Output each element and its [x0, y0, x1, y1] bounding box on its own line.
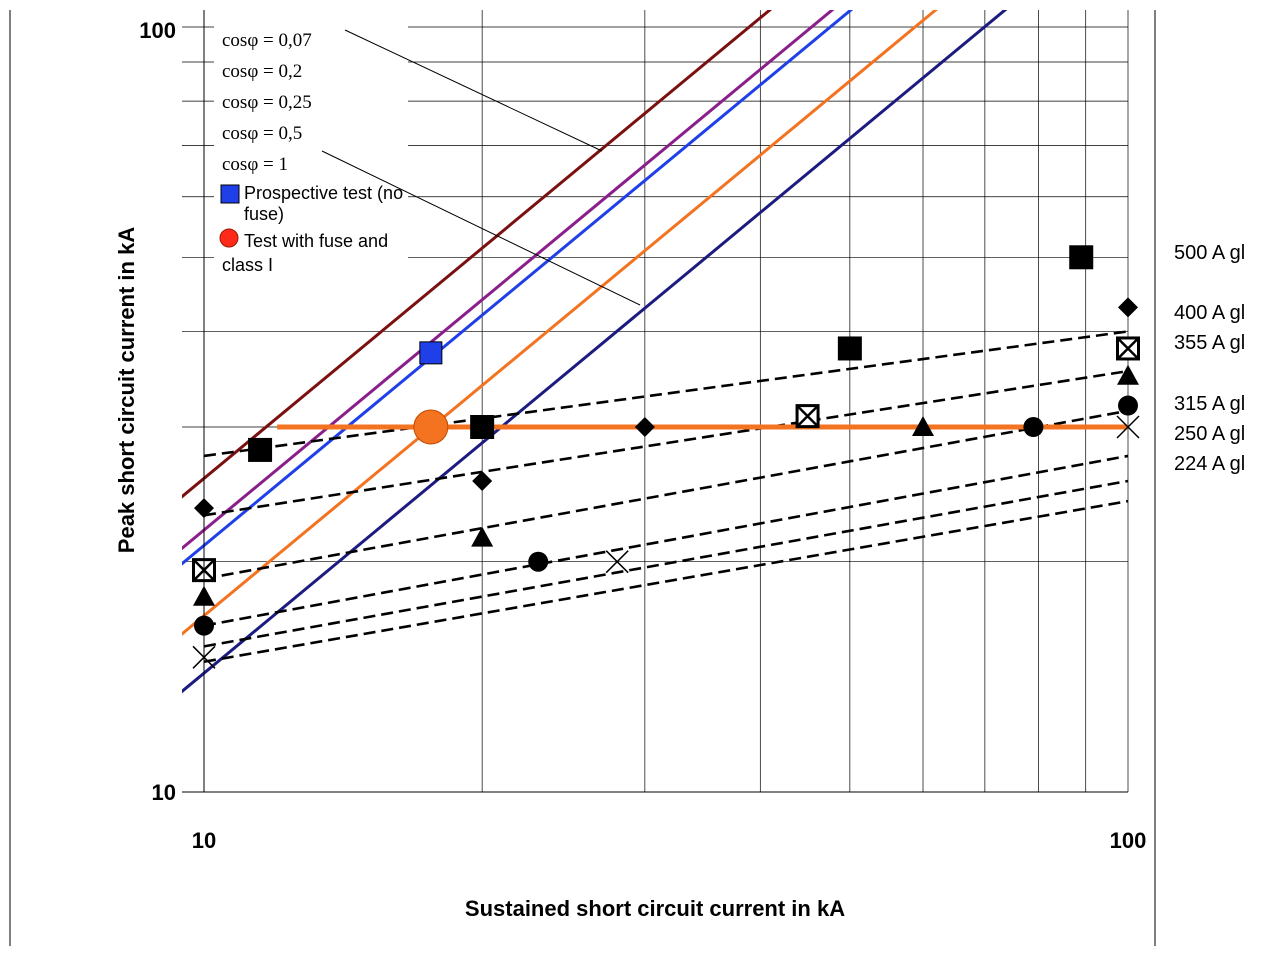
diamond-marker [1118, 297, 1138, 318]
pf-curve-3 [182, 10, 938, 636]
fuse-test-point [413, 409, 449, 445]
legend-cos-02: cosφ = 0,2 [222, 61, 302, 82]
fuse-line-5 [203, 499, 1129, 664]
legend-cos-1: cosφ = 1 [222, 154, 288, 175]
x-tick-left: 10 [192, 828, 216, 853]
legend-cos-007: cosφ = 0,07 [222, 30, 312, 51]
legend-background [214, 16, 408, 298]
legend-prospective-label: Prospective test (no fuse) [244, 183, 404, 224]
pf-curve-0 [182, 10, 773, 499]
diamond-marker [634, 417, 655, 438]
markers [192, 245, 1140, 669]
fuse-line-3 [203, 454, 1129, 627]
legend-prospective-box: Prospective test (no fuse) [244, 183, 404, 224]
triangle-marker [1117, 364, 1139, 385]
pf-curve-4 [182, 10, 1008, 694]
fuse-lines [203, 330, 1129, 664]
boxed-x-cross [797, 406, 818, 426]
legend-fuse-test-label: Test with fuse and class I [222, 231, 389, 275]
y-axis-label: Peak short circuit current in kA [114, 227, 139, 554]
axes [182, 10, 1128, 793]
fuse-line-4 [203, 479, 1129, 648]
fuse-line-2 [203, 409, 1129, 581]
x-axis-label: Sustained short circuit current in kA [465, 896, 845, 921]
legend-leader-cos-007 [344, 29, 603, 152]
triangle-marker [471, 526, 494, 547]
y-tick-top: 100 [139, 18, 176, 43]
fuse-label-500: 500 A gl [1174, 242, 1245, 264]
prospective-test-point [419, 341, 443, 365]
triangle-marker [912, 416, 935, 437]
square-marker [470, 415, 495, 440]
square-marker [248, 437, 273, 462]
boxed-x-marker [1116, 336, 1140, 361]
fuse-label-315: 315 A gl [1174, 393, 1245, 415]
boxed-x-cross [1118, 338, 1138, 359]
circle-marker [1118, 395, 1138, 416]
circle-marker [1023, 417, 1044, 438]
square-marker [837, 336, 862, 361]
legend-cos-025: cosφ = 0,25 [222, 92, 312, 113]
y-tick-bottom: 10 [152, 780, 176, 805]
fuse-line-0 [203, 330, 1129, 458]
fuse-labels: 500 A gl 400 A gl 355 A gl 315 A gl 250 … [1174, 242, 1245, 475]
diamond-marker [472, 470, 493, 491]
fuse-label-400: 400 A gl [1174, 302, 1245, 324]
x-marker [1116, 415, 1140, 439]
circle-marker [528, 551, 549, 572]
legend-cos-05: cosφ = 0,5 [222, 123, 302, 144]
x-tick-right: 100 [1110, 828, 1147, 853]
fuse-line-1 [203, 369, 1129, 517]
legend-fuse-test-box: Test with fuse and class I [222, 231, 389, 275]
fuse-label-250: 250 A gl [1174, 423, 1245, 445]
legend-leader-cos-05 [321, 150, 641, 306]
fuse-label-224: 224 A gl [1174, 453, 1245, 475]
legend-square-icon [220, 184, 240, 204]
boxed-x-marker [795, 404, 820, 429]
x-marker [605, 550, 629, 574]
pf-curve-2 [182, 10, 854, 566]
fuse-label-355: 355 A gl [1174, 332, 1245, 354]
legend: cosφ = 0,07 cosφ = 0,2 cosφ = 0,25 cosφ … [214, 16, 641, 306]
square-marker [1069, 245, 1094, 270]
legend-circle-icon [219, 228, 239, 248]
